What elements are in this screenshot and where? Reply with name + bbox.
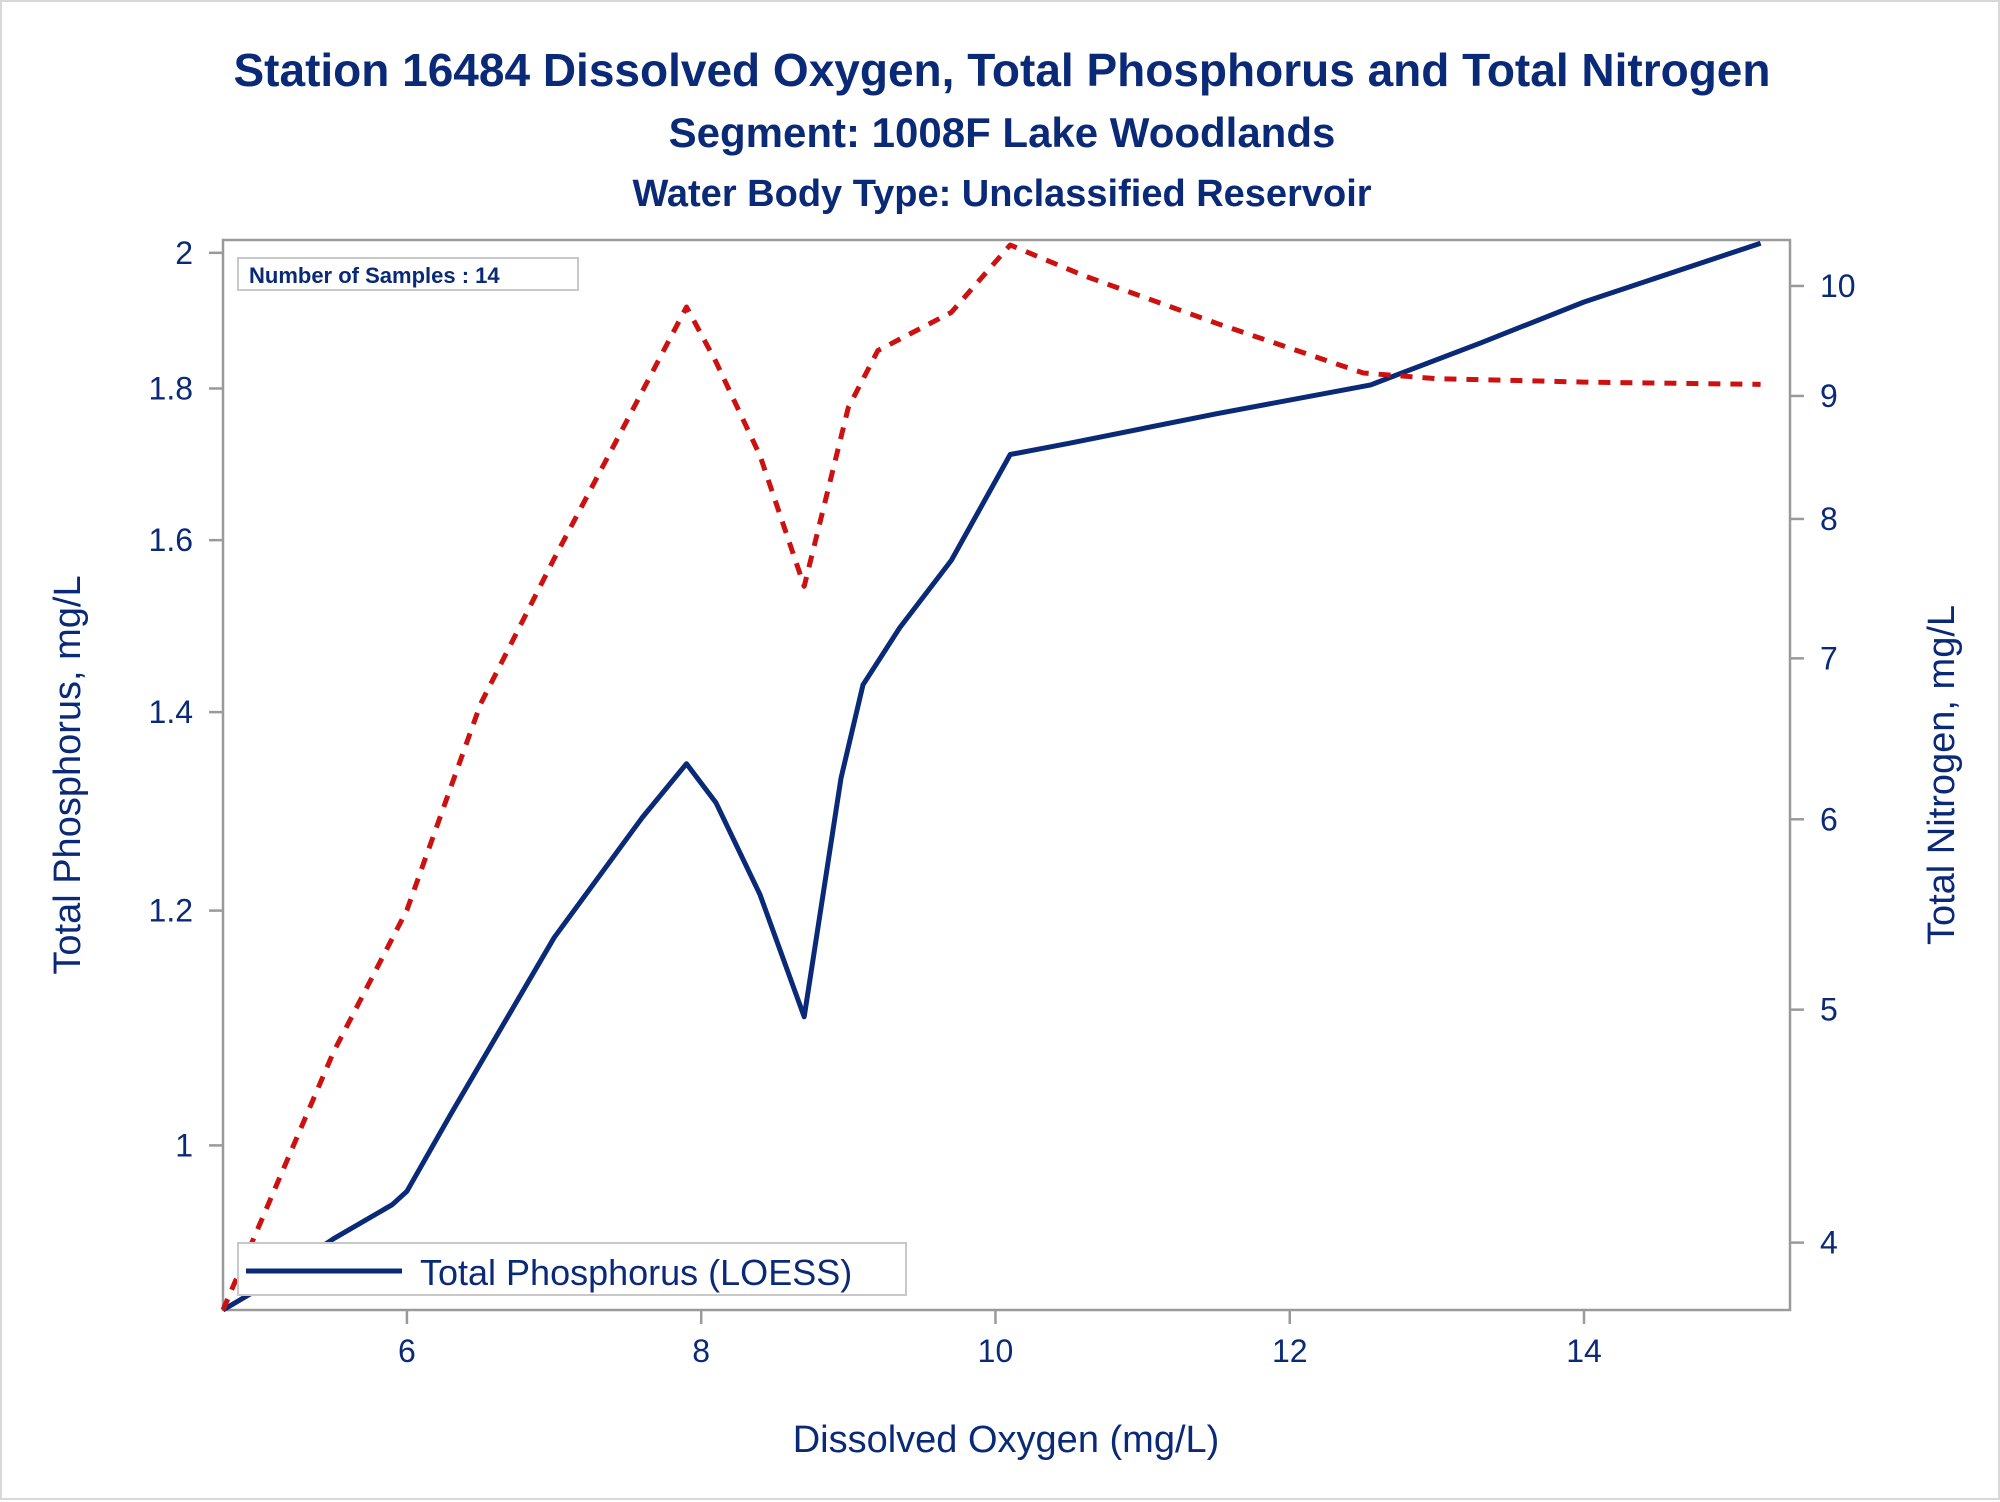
y-tick-label: 1.6 [149,522,193,558]
y-tick-label: 2 [175,235,193,271]
x-tick-label: 6 [398,1333,416,1369]
legend: Total Phosphorus (LOESS) [237,1242,907,1296]
x-axis: 6 8 10 12 14 [398,1310,1602,1369]
chart-subtitle-segment: Segment: 1008F Lake Woodlands [669,109,1336,156]
chart-title: Station 16484 Dissolved Oxygen, Total Ph… [233,44,1770,96]
legend-label-phosphorus: Total Phosphorus (LOESS) [420,1252,852,1293]
y2-tick-label: 6 [1820,801,1838,837]
chart-subtitle-waterbody: Water Body Type: Unclassified Reservoir [632,173,1371,215]
series-layer [220,240,1762,1313]
y2-tick-label: 10 [1820,268,1856,304]
y2-tick-label: 5 [1820,992,1838,1028]
x-tick-label: 12 [1272,1333,1308,1369]
y-axis-right: 4 5 6 7 8 9 10 [1790,268,1856,1261]
plot-area [221,238,1792,1312]
x-tick-label: 8 [692,1333,710,1369]
y-axis-label-right: Total Nitrogen, mg/L [1921,605,1963,945]
x-tick-label: 10 [978,1333,1014,1369]
nitrogen-series-line [220,242,1761,1311]
y2-tick-label: 9 [1820,378,1838,414]
x-axis-label: Dissolved Oxygen (mg/L) [793,1419,1220,1461]
y-tick-label: 1 [175,1127,193,1163]
y-tick-label: 1.8 [149,370,193,406]
phosphorus-series-line [221,240,1762,1313]
y-tick-label: 1.2 [149,893,193,929]
x-tick-label: 14 [1566,1333,1602,1369]
y-axis-label-left: Total Phosphorus, mg/L [47,575,89,974]
samples-inset-box [237,257,579,291]
y-axis-left: 1 1.2 1.4 1.6 1.8 2 [149,235,223,1163]
y2-tick-label: 8 [1820,501,1838,537]
y2-tick-label: 4 [1820,1225,1838,1261]
y-tick-label: 1.4 [149,694,193,730]
samples-inset: Number of Samples : 14 [237,257,579,291]
samples-inset-text: Number of Samples : 14 [249,263,500,288]
y2-tick-label: 7 [1820,640,1838,676]
